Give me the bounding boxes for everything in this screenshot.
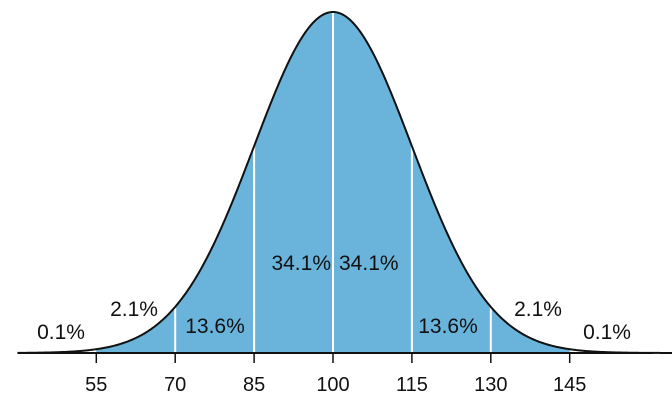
band-label-100-115: 34.1% <box>339 252 399 275</box>
band-label-55-70: 2.1% <box>110 298 158 321</box>
band-label-85-100: 34.1% <box>271 252 331 275</box>
band-label-115-130: 13.6% <box>418 315 478 338</box>
band-label-145-165: 0.1% <box>583 321 631 344</box>
x-tick-label-130: 130 <box>474 374 507 396</box>
band-label-70-85: 13.6% <box>185 315 245 338</box>
band-labels: 0.1% 2.1% 13.6% 34.1% 34.1% 13.6% 2.1% 0.1% <box>37 252 631 344</box>
x-tick-label-70: 70 <box>164 374 186 396</box>
curve-line <box>17 10 672 354</box>
x-tick-label-145: 145 <box>553 374 586 396</box>
x-tick-label-115: 115 <box>396 374 428 396</box>
x-axis-tick-labels: 55 70 85 100 115 130 145 <box>85 374 586 396</box>
band-label-40-55: 0.1% <box>37 321 85 344</box>
x-tick-label-55: 55 <box>85 374 107 396</box>
divider-lines <box>174 13 492 353</box>
x-axis-ticks <box>95 353 571 363</box>
band-label-130-145: 2.1% <box>514 298 562 321</box>
x-tick-label-85: 85 <box>243 374 265 396</box>
x-tick-label-100: 100 <box>316 374 349 396</box>
